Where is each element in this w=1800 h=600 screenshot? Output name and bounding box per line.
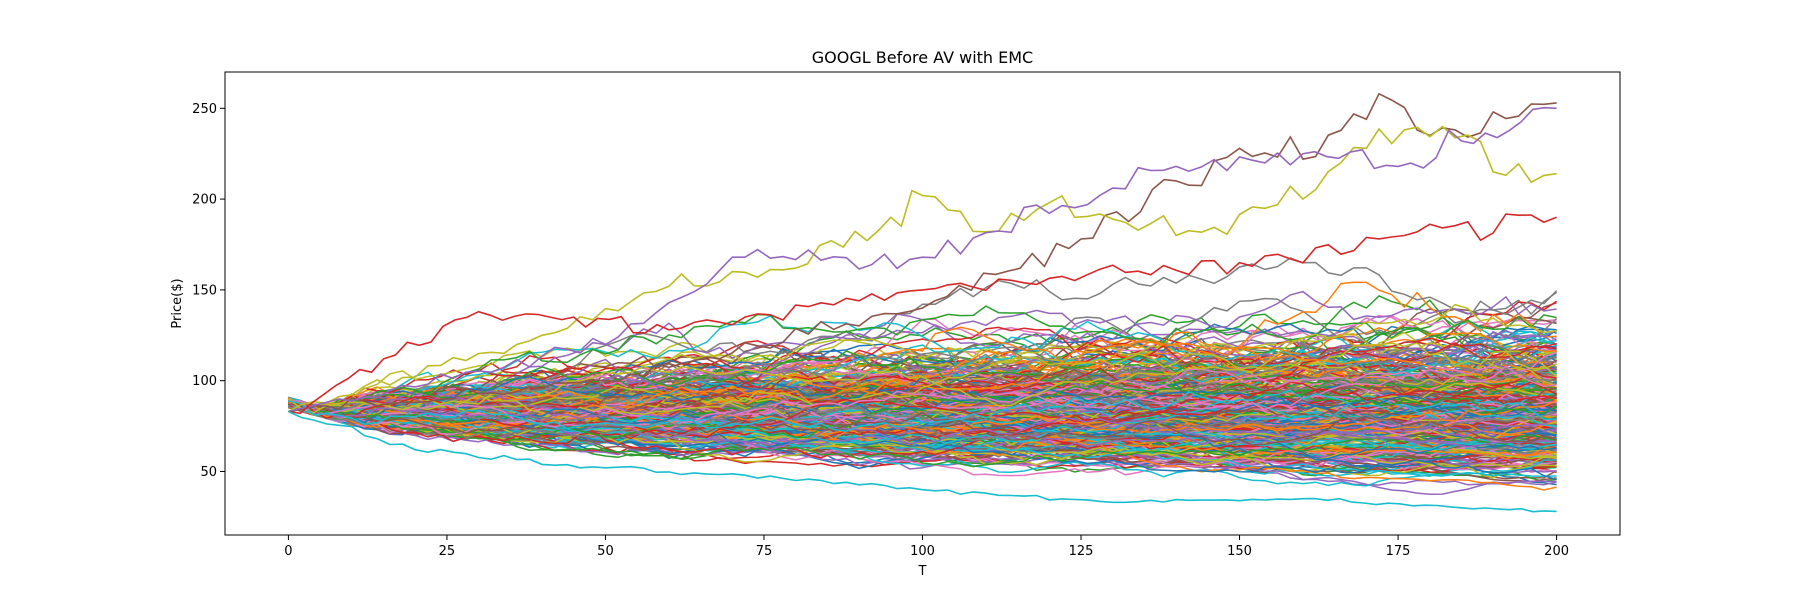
x-tick-label: 200	[1544, 544, 1569, 559]
y-tick-label: 100	[192, 374, 217, 389]
highlighted-series-line	[288, 106, 1557, 413]
y-tick-label: 50	[200, 465, 217, 480]
x-tick-label: 100	[910, 544, 935, 559]
x-axis-label: T	[918, 564, 927, 579]
x-tick-label: 150	[1227, 544, 1252, 559]
series-line	[288, 332, 1557, 412]
x-tick-label: 25	[439, 544, 456, 559]
series-line	[288, 389, 1557, 433]
series-line	[288, 397, 1557, 436]
series-line	[288, 399, 1557, 440]
highlighted-series-line	[288, 213, 1557, 415]
series-line	[288, 331, 1557, 436]
series-line	[288, 405, 1557, 481]
series-line	[288, 365, 1557, 431]
x-tick-label: 75	[756, 544, 773, 559]
x-tick-label: 50	[597, 544, 614, 559]
x-axis: 0 25 50 75 100 125 150 175 200	[284, 535, 1569, 559]
series-line	[288, 381, 1557, 445]
series-line	[288, 342, 1557, 420]
series-line	[288, 381, 1557, 435]
x-tick-label: 175	[1386, 544, 1411, 559]
series-line	[288, 403, 1557, 446]
y-axis-label: Price($)	[170, 278, 185, 328]
chart-title: GOOGL Before AV with EMC	[812, 48, 1033, 67]
y-tick-label: 150	[192, 283, 217, 298]
series-line	[288, 400, 1557, 487]
series-line	[288, 350, 1557, 413]
series-line	[287, 398, 1557, 446]
x-tick-label: 0	[284, 544, 292, 559]
series-layer	[287, 92, 1558, 513]
x-tick-label: 125	[1069, 544, 1094, 559]
y-tick-label: 200	[192, 193, 217, 208]
series-line	[288, 336, 1557, 416]
y-tick-label: 250	[192, 102, 217, 117]
highlighted-series-line	[288, 125, 1557, 413]
series-line	[288, 305, 1557, 412]
series-line	[288, 395, 1557, 442]
y-axis: 50 100 150 200 250	[192, 102, 225, 480]
highlighted-series-line	[288, 410, 1557, 513]
series-line	[288, 369, 1557, 435]
highlighted-series-line	[288, 92, 1557, 413]
